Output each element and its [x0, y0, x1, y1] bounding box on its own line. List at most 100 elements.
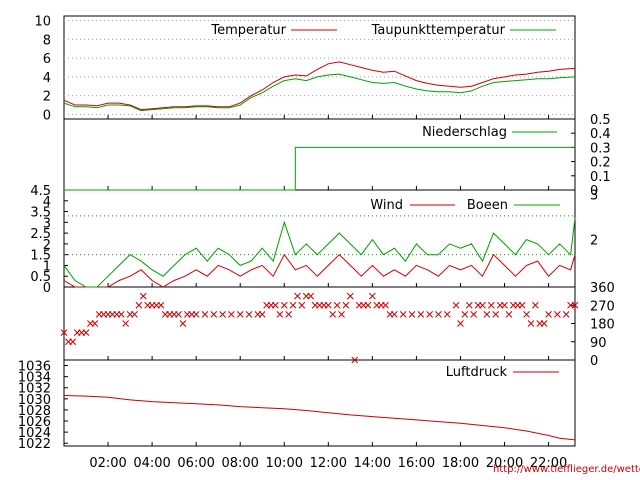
- wind-right-tick: 2: [590, 234, 598, 249]
- wind-right-tick: 3: [590, 188, 598, 203]
- pressure-y-tick: 1030: [18, 393, 51, 408]
- x-tick-label: 10:00: [266, 456, 303, 471]
- series-boeen: [63, 217, 576, 288]
- wind-direction-point: [219, 311, 226, 318]
- pressure-panel: [63, 359, 576, 447]
- precipitation-y-tick: 0.3: [590, 141, 611, 156]
- wind-direction-point: [245, 311, 253, 318]
- wind-direction-point: [435, 311, 442, 318]
- wind-direction-point: [483, 311, 491, 318]
- x-tick-label: 12:00: [310, 456, 347, 471]
- wind-direction-point: [470, 311, 478, 318]
- legend-niederschlag: Niederschlag: [422, 125, 507, 140]
- precipitation-y-tick: 0.2: [590, 156, 611, 171]
- legend-taupunkttemperatur: Taupunkttemperatur: [371, 23, 506, 38]
- wind-y-tick: 0: [43, 281, 51, 296]
- wind-direction-y-tick: 270: [590, 299, 615, 314]
- credit-link[interactable]: http://www.tiefflieger.de/wetter/: [493, 464, 640, 475]
- wind-direction-point: [399, 311, 407, 318]
- precipitation-y-tick: 0: [590, 184, 598, 199]
- wind-direction-point: [531, 301, 539, 309]
- x-tick-label: 02:00: [89, 456, 126, 471]
- wind-direction-point: [122, 320, 130, 327]
- wind-direction-point: [487, 301, 495, 309]
- temperature-y-tick: 10: [34, 15, 51, 30]
- series-temperatur: [63, 61, 576, 111]
- wind-y-tick: 3: [43, 216, 51, 231]
- series-taupunkttemperatur: [63, 73, 576, 112]
- wind-y-tick: 4: [43, 195, 51, 210]
- wind-direction-point: [457, 320, 464, 327]
- wind-direction-point: [346, 292, 354, 300]
- wind-direction-y-tick: 0: [590, 354, 598, 369]
- x-tick-label: 04:00: [133, 456, 170, 471]
- wind-direction-point: [228, 311, 235, 318]
- wind-direction-point: [461, 311, 469, 318]
- wind-direction-panel: [63, 286, 576, 361]
- wind-direction-point: [382, 301, 389, 309]
- wind-direction-point: [329, 311, 337, 318]
- wind-direction-point: [236, 311, 244, 318]
- wind-direction-point: [307, 292, 315, 300]
- wind-direction-point: [289, 301, 297, 309]
- wind-direction-point: [501, 301, 508, 309]
- series-niederschlag: [64, 146, 575, 191]
- wind-direction-point: [426, 311, 433, 318]
- temperature-y-tick: 0: [43, 108, 51, 123]
- wind-direction-point: [60, 329, 68, 336]
- series-luftdruck: [63, 395, 576, 441]
- wind-direction-point: [135, 301, 143, 309]
- wind-direction-point: [554, 311, 561, 318]
- wind-y-tick: 1: [43, 259, 51, 274]
- wind-y-tick: 4.5: [30, 184, 51, 199]
- x-tick-label: 08:00: [221, 456, 258, 471]
- wind-direction-point: [201, 311, 209, 318]
- series-lines: [60, 61, 579, 441]
- wind-direction-point: [192, 311, 200, 318]
- temperature-y-tick: 6: [43, 52, 51, 67]
- wind-y-tick: 2.5: [30, 227, 51, 242]
- legend-wind: Wind: [370, 198, 403, 213]
- wind-direction-point: [280, 301, 288, 309]
- wind-direction-point: [523, 311, 530, 318]
- grid-lines: [64, 20, 575, 446]
- wind-direction-point: [258, 311, 266, 318]
- pressure-y-tick: 1034: [18, 371, 51, 386]
- wind-direction-point: [527, 320, 535, 327]
- wind-direction-point: [276, 311, 284, 318]
- wind-direction-point: [131, 311, 138, 318]
- wind-direction-point: [117, 311, 125, 318]
- wind-direction-point: [324, 301, 332, 309]
- wind-direction-point: [443, 311, 451, 318]
- legend-boeen: Boeen: [467, 198, 508, 213]
- wind-direction-point: [272, 301, 279, 309]
- wind-y-tick: 3.5: [30, 206, 51, 221]
- wind-direction-y-tick: 90: [590, 336, 607, 351]
- temperature-y-tick: 2: [43, 90, 51, 105]
- wind-direction-point: [545, 311, 552, 318]
- wind-direction-point: [571, 301, 579, 309]
- wind-direction-point: [505, 311, 513, 318]
- wind-direction-point: [492, 311, 500, 318]
- x-tick-label: 06:00: [177, 456, 214, 471]
- precipitation-y-tick: 0.1: [590, 170, 611, 185]
- wind-direction-point: [294, 292, 301, 300]
- pressure-y-tick: 1036: [18, 360, 51, 375]
- legend-luftdruck: Luftdruck: [446, 365, 508, 380]
- wind-direction-point: [338, 311, 345, 318]
- pressure-y-tick: 1024: [18, 426, 51, 441]
- wind-direction-point: [342, 301, 350, 309]
- wind-direction-y-tick: 180: [590, 318, 615, 333]
- wind-direction-point: [351, 356, 359, 364]
- wind-direction-point: [298, 301, 306, 309]
- wind-direction-point: [285, 311, 293, 318]
- wind-direction-point: [333, 301, 341, 309]
- x-tick-label: 22:00: [530, 456, 567, 471]
- wind-direction-point: [465, 301, 473, 309]
- legend-temperatur: Temperatur: [210, 23, 286, 38]
- wind-direction-point: [417, 311, 425, 318]
- wind-direction-point: [391, 311, 398, 318]
- wind-direction-point: [91, 320, 99, 327]
- tick-labels: 02:00 04:00 06:00 08:00 10:00 12:00 14:00 16:00…: [18, 15, 615, 471]
